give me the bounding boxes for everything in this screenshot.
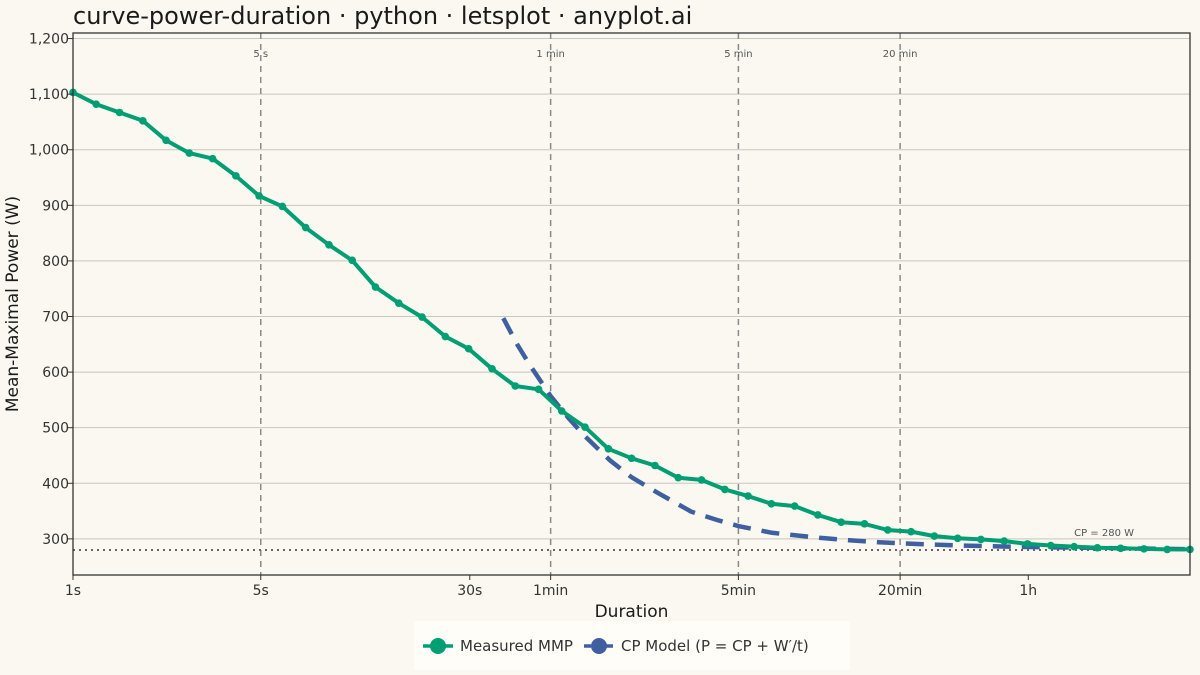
x-tick-label: 5min	[721, 583, 756, 599]
measured-mmp-point	[581, 423, 589, 431]
measured-mmp-point	[371, 283, 380, 291]
y-tick-label: 400	[42, 476, 69, 492]
cp-line-label: CP = 280 W	[1074, 528, 1134, 539]
x-tick-label: 1min	[533, 583, 568, 599]
legend-measured-mmp: Measured MMP	[423, 637, 573, 655]
measured-mmp-point	[441, 332, 450, 341]
measured-mmp-point	[162, 136, 170, 145]
measured-mmp-point	[139, 117, 147, 125]
measured-mmp-point	[744, 492, 752, 500]
measured-mmp-point	[697, 476, 706, 484]
legend-swatch-marker	[430, 638, 446, 654]
measured-mmp-point	[278, 202, 287, 211]
gridlines	[73, 38, 1190, 540]
y-tick-label: 1,200	[29, 32, 69, 48]
duration-reference-label: 1 min	[536, 49, 564, 60]
y-axis-title: Mean-Maximal Power (W)	[3, 196, 23, 412]
measured-mmp-line	[72, 90, 1190, 552]
x-tick-label: 20min	[878, 583, 922, 599]
chart-title: curve-power-duration · python · letsplot…	[73, 2, 692, 30]
measured-mmp-point	[721, 485, 729, 494]
measured-mmp-point	[1046, 541, 1055, 550]
duration-reference-label: 5 s	[253, 49, 268, 60]
measured-mmp-point	[325, 240, 333, 249]
y-tick-label: 700	[42, 310, 69, 326]
cp-model-line	[501, 317, 1191, 552]
measured-mmp-point	[185, 149, 194, 157]
measured-mmp-point	[92, 100, 100, 108]
series-layer	[69, 88, 1194, 554]
measured-mmp-point	[1116, 544, 1125, 553]
measured-mmp-point	[418, 313, 426, 321]
duration-reference-label: 5 min	[724, 49, 752, 60]
x-tick-label: 1s	[65, 583, 81, 599]
measured-mmp-point	[651, 461, 659, 470]
duration-reference-label: 20 min	[883, 49, 918, 60]
measured-mmp-point	[674, 473, 683, 482]
y-tick-label: 300	[42, 532, 69, 548]
x-tick-label: 30s	[457, 583, 482, 599]
reference-lines: 5 s 1 min 5 min 20 min CP = 280 W	[73, 33, 1190, 575]
measured-mmp-point	[534, 385, 543, 394]
measured-mmp-point	[255, 192, 263, 200]
measured-mmp-point	[907, 527, 915, 536]
measured-mmp-point	[115, 108, 124, 117]
measured-mmp-point	[557, 407, 566, 415]
measured-mmp-point	[511, 382, 520, 390]
measured-mmp-point	[953, 534, 962, 543]
measured-mmp-point	[627, 454, 636, 463]
x-axis-ticks: 1s 5s 30s 1min 5min 20min 1h	[65, 575, 1037, 599]
y-tick-label: 1,000	[29, 143, 69, 159]
measured-mmp-point	[860, 520, 869, 528]
legend-label: Measured MMP	[460, 637, 573, 655]
y-tick-label: 1,100	[29, 87, 69, 103]
x-tick-label: 5s	[253, 583, 269, 599]
measured-mmp-point	[883, 526, 892, 534]
y-tick-label: 600	[42, 365, 69, 381]
measured-mmp-point	[1070, 542, 1078, 551]
measured-mmp-point	[232, 172, 240, 180]
legend-swatch-marker	[591, 638, 607, 654]
measured-mmp-point	[488, 364, 496, 373]
x-tick-label: 1h	[1019, 583, 1037, 599]
measured-mmp-point	[837, 518, 845, 526]
y-tick-label: 800	[42, 254, 69, 270]
legend-cp-model: CP Model (P = CP + W′/t)	[584, 637, 809, 655]
measured-mmp-point	[394, 299, 403, 307]
measured-mmp-point	[1023, 540, 1032, 548]
measured-mmp-point	[1140, 545, 1148, 553]
y-tick-label: 900	[42, 198, 69, 214]
plot-frame	[72, 32, 1191, 576]
measured-mmp-point	[1000, 537, 1009, 545]
x-axis-title: Duration	[595, 602, 669, 622]
measured-mmp-point	[301, 223, 310, 232]
measured-mmp-point	[208, 154, 217, 163]
measured-mmp-point	[464, 344, 473, 353]
measured-mmp-point	[930, 532, 939, 540]
measured-mmp-point	[977, 535, 985, 544]
measured-mmp-point	[790, 502, 799, 510]
measured-mmp-point	[604, 445, 613, 453]
legend: Measured MMP CP Model (P = CP + W′/t)	[414, 621, 850, 670]
y-axis-ticks: 300 400 500 600 700 800 900 1,000 1,100 1,200	[29, 32, 73, 548]
measured-mmp-point	[814, 511, 822, 519]
y-tick-label: 500	[42, 421, 69, 437]
legend-label: CP Model (P = CP + W′/t)	[621, 637, 809, 655]
measured-mmp-point	[1163, 545, 1172, 554]
legend-background	[414, 621, 850, 670]
measured-mmp-point	[767, 500, 776, 508]
measured-mmp-point	[348, 256, 357, 265]
measured-mmp-point	[1093, 543, 1102, 552]
